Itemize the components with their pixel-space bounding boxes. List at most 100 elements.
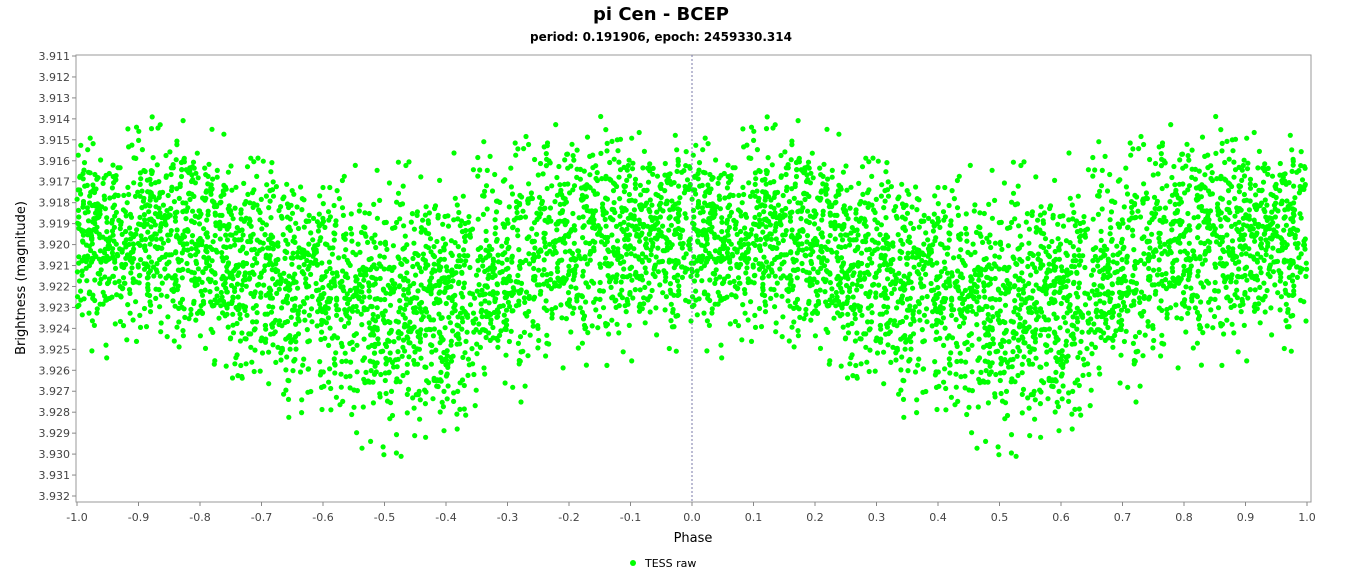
data-point bbox=[621, 183, 627, 189]
data-point bbox=[186, 316, 192, 322]
data-point bbox=[727, 265, 734, 271]
data-point bbox=[854, 287, 860, 293]
data-point bbox=[1252, 238, 1258, 244]
data-point bbox=[287, 227, 293, 233]
data-point bbox=[1012, 202, 1018, 208]
data-point bbox=[949, 312, 955, 318]
data-point bbox=[745, 249, 751, 255]
data-point bbox=[752, 214, 758, 220]
data-point bbox=[1099, 167, 1105, 173]
data-point bbox=[1145, 323, 1151, 329]
data-point bbox=[988, 244, 994, 251]
data-point bbox=[1215, 201, 1221, 207]
data-point bbox=[1118, 352, 1124, 358]
data-point bbox=[872, 217, 878, 223]
data-point bbox=[521, 295, 528, 301]
data-point bbox=[854, 282, 860, 288]
data-point bbox=[400, 372, 406, 379]
data-point bbox=[384, 398, 391, 404]
data-point bbox=[571, 223, 577, 229]
data-point bbox=[397, 298, 403, 304]
data-point bbox=[1056, 388, 1062, 394]
data-point bbox=[111, 224, 117, 230]
data-point bbox=[87, 200, 93, 206]
data-point bbox=[910, 285, 916, 291]
data-point bbox=[158, 292, 164, 298]
data-point bbox=[750, 262, 756, 268]
data-point bbox=[923, 388, 929, 395]
data-point bbox=[1015, 344, 1021, 350]
data-point bbox=[145, 229, 151, 235]
data-point bbox=[620, 349, 626, 355]
data-point bbox=[987, 296, 993, 302]
data-point bbox=[295, 254, 301, 260]
data-point bbox=[1037, 227, 1043, 233]
data-point bbox=[223, 232, 229, 238]
data-point bbox=[463, 412, 469, 418]
data-point bbox=[162, 266, 168, 272]
data-point bbox=[1045, 267, 1051, 273]
data-point bbox=[543, 298, 549, 304]
data-point bbox=[798, 200, 804, 206]
data-point bbox=[1065, 328, 1071, 334]
data-point bbox=[848, 184, 854, 190]
data-point bbox=[600, 305, 607, 311]
data-point bbox=[148, 126, 155, 132]
data-point bbox=[682, 183, 688, 190]
data-point bbox=[1097, 291, 1103, 297]
data-point bbox=[566, 268, 572, 274]
data-point bbox=[978, 369, 984, 375]
data-point bbox=[580, 224, 586, 230]
data-point bbox=[748, 155, 754, 161]
data-point bbox=[928, 249, 935, 255]
data-point bbox=[882, 245, 888, 251]
data-point bbox=[1277, 188, 1283, 194]
data-point bbox=[183, 216, 189, 222]
data-point bbox=[207, 289, 213, 295]
data-point bbox=[1004, 267, 1010, 273]
data-point bbox=[1137, 299, 1143, 305]
data-point bbox=[600, 201, 606, 207]
data-point bbox=[1213, 113, 1219, 120]
data-point bbox=[442, 288, 448, 294]
data-point bbox=[693, 288, 699, 294]
data-point bbox=[445, 383, 451, 389]
data-point bbox=[430, 317, 437, 323]
data-point bbox=[803, 311, 809, 317]
data-point bbox=[662, 278, 668, 284]
data-point bbox=[289, 188, 295, 194]
data-point bbox=[414, 261, 420, 267]
data-point bbox=[1056, 256, 1062, 262]
data-point bbox=[259, 350, 266, 356]
data-point bbox=[1070, 388, 1076, 394]
data-point bbox=[146, 254, 152, 260]
data-point bbox=[1057, 288, 1063, 294]
data-point bbox=[237, 311, 243, 317]
data-point bbox=[1121, 273, 1127, 279]
data-point bbox=[935, 215, 941, 221]
data-point bbox=[381, 254, 387, 260]
data-point bbox=[84, 205, 90, 211]
data-point bbox=[494, 236, 500, 243]
data-point bbox=[427, 236, 434, 242]
data-point bbox=[1123, 165, 1129, 171]
data-point bbox=[119, 249, 125, 255]
data-point bbox=[141, 195, 147, 201]
data-point bbox=[228, 163, 234, 169]
data-point bbox=[376, 261, 382, 267]
data-point bbox=[647, 309, 653, 315]
data-point bbox=[506, 204, 512, 210]
data-point bbox=[881, 285, 888, 291]
data-point bbox=[518, 349, 524, 355]
data-point bbox=[1289, 147, 1295, 153]
data-point bbox=[503, 280, 509, 286]
data-point bbox=[1157, 239, 1163, 245]
data-point bbox=[628, 212, 634, 218]
data-point bbox=[331, 237, 337, 243]
data-point bbox=[681, 190, 688, 196]
data-point bbox=[670, 203, 676, 210]
data-point bbox=[258, 196, 264, 202]
data-point bbox=[530, 323, 536, 329]
data-point bbox=[515, 340, 522, 346]
data-point bbox=[985, 400, 992, 406]
